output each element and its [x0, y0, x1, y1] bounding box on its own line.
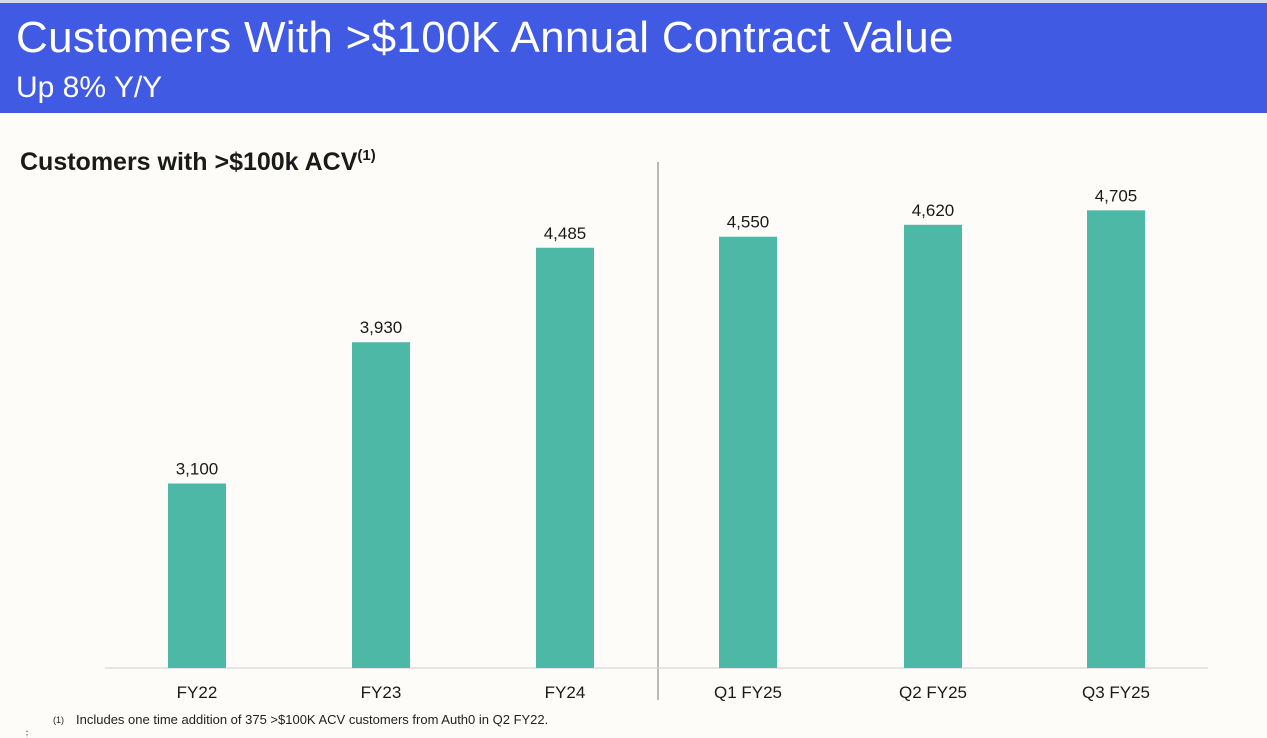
data-label-q2-fy25: 4,620	[912, 201, 955, 220]
bar-q3-fy25	[1087, 210, 1145, 668]
header-banner: Customers With >$100K Annual Contract Va…	[0, 3, 1267, 113]
footnote-marker: (1)	[53, 715, 64, 725]
x-tick-label-fy22: FY22	[177, 683, 218, 702]
x-tick-label-q1-fy25: Q1 FY25	[714, 683, 782, 702]
x-tick-label-q2-fy25: Q2 FY25	[899, 683, 967, 702]
chart-title-footnote-marker: (1)	[357, 147, 376, 164]
top-rule	[0, 0, 1267, 3]
bar-fy24	[536, 247, 594, 669]
data-label-fy23: 3,930	[360, 318, 403, 337]
x-tick-label-fy23: FY23	[361, 683, 402, 702]
footnote-text: Includes one time addition of 375 >$100K…	[76, 712, 549, 727]
page-title: Customers With >$100K Annual Contract Va…	[16, 13, 954, 62]
data-label-q3-fy25: 4,705	[1095, 186, 1138, 205]
bar-fy22	[168, 483, 226, 668]
x-tick-label-q3-fy25: Q3 FY25	[1082, 683, 1150, 702]
bar-q2-fy25	[904, 224, 962, 668]
x-tick-label-fy24: FY24	[545, 683, 586, 702]
data-label-fy24: 4,485	[544, 224, 587, 243]
chart-title: Customers with >$100k ACV(1)	[20, 147, 376, 177]
page-subtitle: Up 8% Y/Y	[16, 71, 163, 104]
bar-fy23	[352, 342, 410, 668]
footnote: (1) Includes one time addition of 375 >$1…	[53, 712, 548, 727]
chart-title-text: Customers with >$100k ACV	[20, 148, 358, 176]
data-label-fy22: 3,100	[176, 460, 219, 479]
data-label-q1-fy25: 4,550	[727, 213, 770, 232]
bar-q1-fy25	[719, 236, 777, 668]
slide-number-dots: ⋮	[22, 730, 33, 738]
